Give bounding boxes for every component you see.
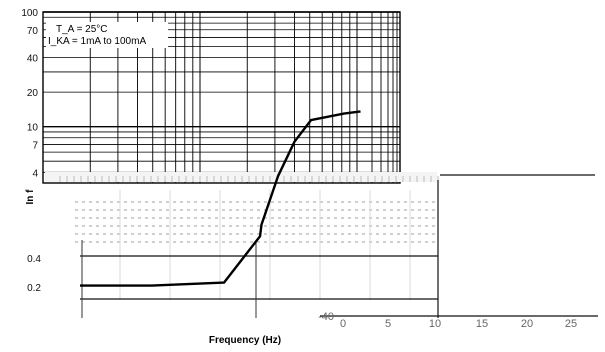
grid-bottom [45, 172, 598, 318]
annotation-ika: I_KA = 1mA to 100mA [48, 36, 146, 47]
x-tick-label: 0 [340, 318, 346, 330]
y-tick-label: 0.2 [27, 283, 41, 294]
axis-labels: Frequency (Hz) In f [25, 189, 281, 346]
series-line [80, 110, 361, 287]
annotations: T_A = 25°CI_KA = 1mA to 100mA [46, 22, 168, 48]
y-axis-label: In f [25, 189, 36, 205]
y-tick-label: 20 [27, 88, 39, 99]
annotation-ta: T_A = 25°C [56, 24, 108, 35]
y-tick-label: 10 [27, 123, 39, 134]
x-tick-label: 15 [476, 318, 488, 330]
scan-band [45, 172, 437, 182]
x-tick-extra: -40 [318, 311, 334, 323]
y-tick-label: 40 [27, 54, 39, 65]
annotation-box [46, 22, 168, 48]
series [79, 110, 361, 287]
y-tick-label: 4 [32, 168, 38, 179]
x-tick-label: 10 [429, 318, 441, 330]
y-tick-label: 70 [27, 26, 39, 37]
x-axis-label: Frequency (Hz) [209, 335, 281, 346]
y-tick-label: 7 [32, 140, 38, 151]
x-tick-label: 25 [565, 318, 577, 330]
y-tick-labels: 100 70 40 20 10 7 4 0.4 0.2 [21, 8, 41, 294]
y-tick-label: 100 [21, 8, 38, 19]
x-tick-labels: 0 5 10 15 20 25 -40 [318, 311, 577, 330]
y-tick-label: 0.4 [27, 254, 41, 265]
x-tick-label: 20 [521, 318, 533, 330]
x-tick-label: 5 [385, 318, 391, 330]
